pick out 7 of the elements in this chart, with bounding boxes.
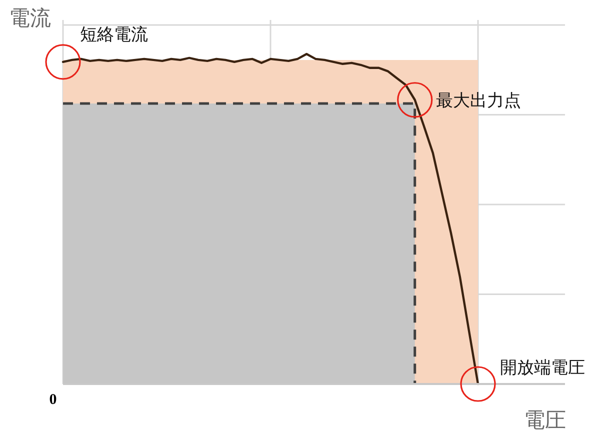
annotation: 最大出力点 bbox=[436, 90, 521, 110]
annotation: 最大出力点 bbox=[397, 82, 521, 118]
annotation: 0 bbox=[49, 392, 57, 408]
x-axis-title: 電圧 bbox=[524, 408, 566, 432]
annotation: 開放端電圧 bbox=[460, 358, 585, 402]
annotation: 短絡電流 bbox=[80, 24, 148, 44]
y-axis-title: 電流 bbox=[9, 6, 51, 30]
